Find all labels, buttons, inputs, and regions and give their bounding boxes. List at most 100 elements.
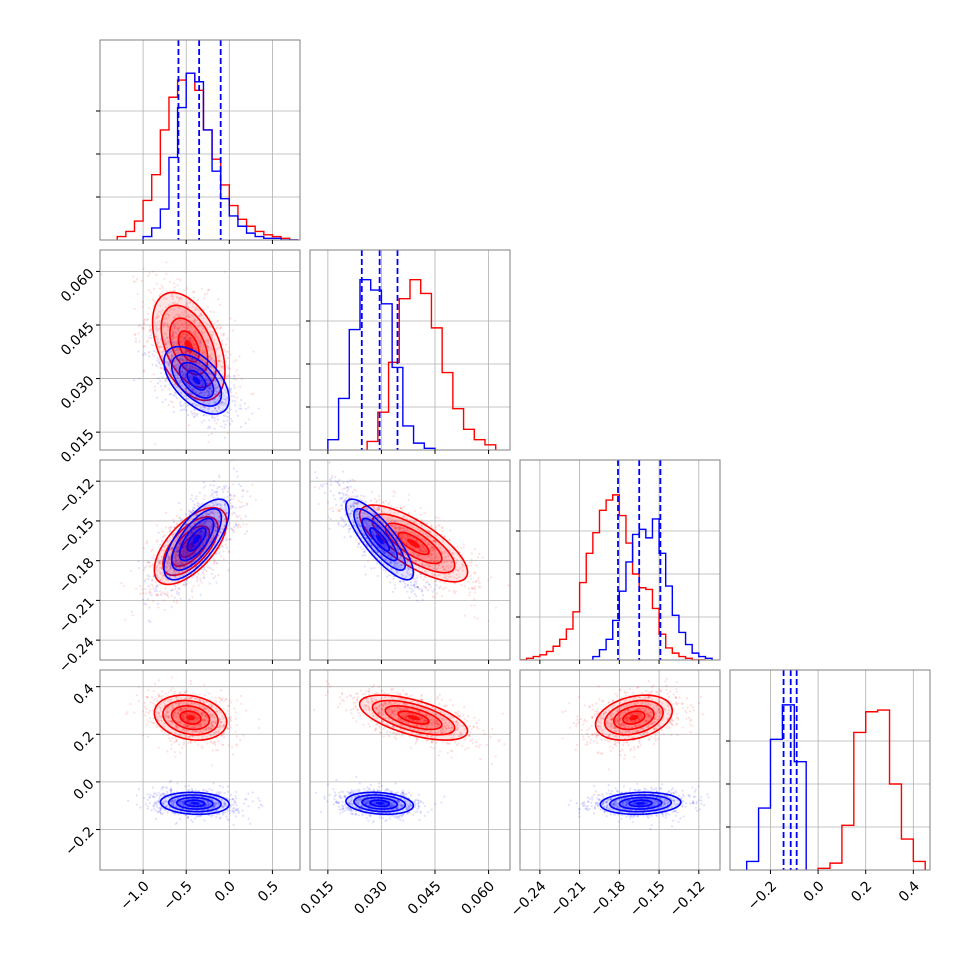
scatter-point (229, 367, 232, 370)
scatter-point (367, 559, 370, 563)
scatter-point (171, 333, 175, 337)
scatter-point (189, 531, 193, 534)
scatter-point (176, 562, 179, 565)
scatter-point (137, 331, 140, 335)
scatter-point (225, 350, 228, 354)
scatter-point (178, 379, 181, 382)
scatter-point (207, 348, 210, 352)
scatter-point (200, 530, 204, 533)
scatter-point (257, 407, 260, 410)
scatter-point (130, 610, 133, 613)
scatter-point (210, 556, 213, 559)
scatter-point (182, 364, 186, 367)
scatter-point (183, 338, 186, 342)
scatter-point (228, 551, 231, 554)
scatter-point (416, 599, 419, 602)
scatter-point (185, 523, 189, 526)
scatter-point (207, 410, 210, 413)
scatter-point (196, 307, 199, 310)
scatter-point (194, 408, 197, 411)
scatter-point (223, 497, 226, 500)
scatter-point (189, 542, 193, 545)
scatter-point (180, 563, 183, 566)
scatter-point (203, 568, 206, 571)
scatter-point (174, 367, 178, 370)
scatter-point (157, 360, 161, 364)
scatter-point (167, 558, 170, 561)
scatter-point (174, 552, 177, 555)
scatter-point (175, 553, 178, 556)
scatter-point (355, 539, 358, 542)
scatter-point (182, 565, 186, 569)
scatter-point (194, 397, 197, 400)
scatter-point (192, 394, 195, 397)
scatter-point (198, 546, 201, 549)
scatter-point (189, 367, 192, 370)
scatter-point (183, 546, 186, 550)
scatter-point (191, 358, 194, 361)
scatter-point (162, 545, 165, 549)
scatter-point (200, 530, 203, 533)
scatter-point (169, 589, 173, 592)
scatter-point (143, 352, 146, 355)
scatter-point (214, 525, 217, 529)
scatter-point (227, 374, 230, 377)
scatter-point (204, 494, 207, 497)
scatter-point (201, 542, 205, 546)
scatter-point (181, 358, 184, 361)
scatter-point (174, 573, 177, 576)
scatter-point (209, 510, 213, 513)
scatter-point (222, 488, 226, 491)
scatter-point (192, 357, 195, 361)
scatter-point (343, 487, 347, 490)
scatter-point (222, 490, 225, 494)
scatter-point (154, 317, 157, 320)
scatter-point (172, 394, 175, 397)
scatter-point (186, 315, 190, 318)
scatter-point (202, 486, 205, 489)
scatter-point (218, 516, 221, 519)
scatter-point (240, 398, 243, 402)
scatter-point (236, 414, 240, 417)
scatter-point (167, 596, 170, 599)
scatter-point (142, 547, 145, 550)
scatter-point (184, 544, 187, 548)
scatter-point (198, 314, 201, 318)
scatter-point (412, 589, 415, 592)
scatter-point (175, 559, 178, 562)
scatter-point (167, 362, 170, 365)
scatter-point (145, 603, 148, 606)
scatter-point (193, 503, 196, 506)
scatter-point (185, 550, 188, 554)
scatter-point (250, 392, 253, 396)
scatter-point (179, 296, 182, 299)
scatter-point (224, 513, 227, 516)
scatter-point (216, 526, 219, 529)
scatter-point (208, 425, 211, 428)
scatter-point (194, 309, 197, 312)
scatter-point (211, 410, 214, 413)
scatter-point (166, 336, 169, 339)
scatter-point (267, 455, 269, 457)
scatter-point (199, 560, 202, 563)
scatter-point (171, 354, 174, 357)
scatter-point (313, 485, 316, 489)
scatter-point (142, 370, 145, 373)
scatter-point (183, 337, 186, 340)
scatter-point (175, 547, 178, 551)
scatter-point (184, 543, 187, 546)
scatter-point (188, 528, 191, 531)
scatter-point (186, 404, 190, 407)
scatter-point (218, 346, 221, 349)
scatter-point (200, 385, 203, 388)
scatter-point (190, 375, 193, 378)
scatter-point (142, 569, 145, 572)
scatter-point (203, 520, 206, 523)
scatter-point (184, 582, 187, 586)
panel-1-1 (96, 39, 301, 244)
scatter-point (182, 332, 185, 335)
scatter-point (215, 529, 218, 532)
scatter-point (221, 527, 225, 530)
scatter-point (156, 585, 159, 588)
scatter-point (178, 517, 182, 520)
